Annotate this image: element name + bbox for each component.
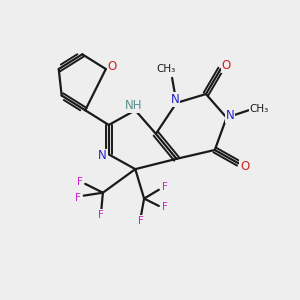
Text: F: F (162, 202, 168, 212)
Text: O: O (240, 160, 249, 173)
Text: F: F (162, 182, 168, 192)
Text: F: F (77, 176, 83, 187)
Text: F: F (98, 210, 104, 220)
Text: N: N (226, 109, 235, 122)
Text: NH: NH (125, 99, 142, 112)
Text: N: N (98, 149, 107, 162)
Text: F: F (75, 193, 81, 203)
Text: CH₃: CH₃ (249, 104, 268, 114)
Text: O: O (108, 60, 117, 73)
Text: F: F (138, 216, 144, 226)
Text: CH₃: CH₃ (157, 64, 176, 74)
Text: N: N (171, 93, 179, 106)
Text: O: O (221, 59, 231, 72)
